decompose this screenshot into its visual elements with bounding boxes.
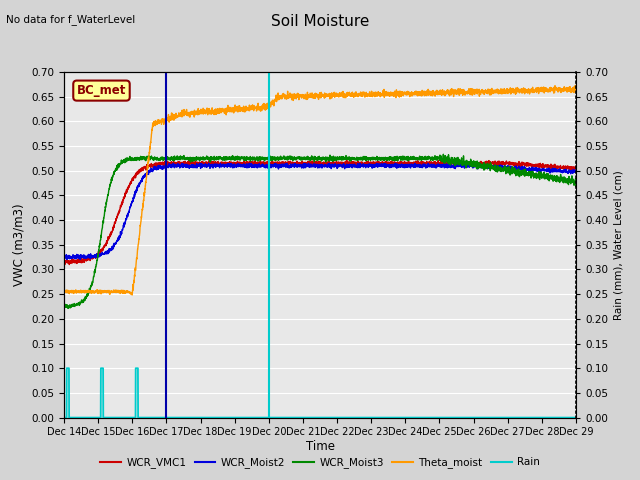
WCR_VMC1: [572, 167, 580, 173]
WCR_Moist2: [572, 168, 580, 174]
Rain: [149, 415, 157, 420]
WCR_Moist2: [63, 257, 71, 263]
WCR_Moist3: [149, 156, 157, 161]
WCR_Moist2: [563, 167, 570, 172]
WCR_Moist3: [257, 156, 264, 162]
WCR_VMC1: [118, 199, 126, 205]
WCR_VMC1: [65, 262, 73, 267]
WCR_VMC1: [149, 163, 157, 168]
WCR_VMC1: [279, 161, 287, 167]
WCR_Moist3: [572, 181, 580, 187]
WCR_Moist2: [118, 228, 126, 233]
WCR_VMC1: [257, 160, 264, 166]
Text: No data for f_WaterLevel: No data for f_WaterLevel: [6, 14, 136, 25]
Theta_moist: [279, 94, 287, 99]
Rain: [279, 415, 287, 420]
WCR_Moist3: [563, 178, 570, 184]
WCR_Moist2: [279, 162, 287, 168]
Line: WCR_Moist2: WCR_Moist2: [64, 163, 576, 260]
Rain: [257, 415, 264, 420]
Y-axis label: VWC (m3/m3): VWC (m3/m3): [13, 204, 26, 286]
Rain: [118, 415, 126, 420]
WCR_Moist3: [508, 168, 515, 173]
Line: Theta_moist: Theta_moist: [64, 85, 576, 295]
Theta_moist: [572, 83, 579, 88]
Rain: [563, 415, 570, 420]
Y-axis label: Rain (mm), Water Level (cm): Rain (mm), Water Level (cm): [614, 170, 624, 320]
Line: WCR_Moist3: WCR_Moist3: [64, 154, 576, 309]
WCR_Moist2: [257, 164, 264, 169]
Text: BC_met: BC_met: [77, 84, 126, 97]
WCR_Moist3: [279, 156, 287, 161]
Text: Soil Moisture: Soil Moisture: [271, 14, 369, 29]
Theta_moist: [507, 90, 515, 96]
Theta_moist: [60, 290, 68, 296]
WCR_Moist2: [170, 160, 177, 166]
WCR_Moist2: [60, 255, 68, 261]
WCR_Moist3: [440, 151, 447, 157]
Line: WCR_VMC1: WCR_VMC1: [64, 160, 576, 264]
Theta_moist: [149, 120, 157, 126]
Line: Rain: Rain: [64, 368, 576, 418]
WCR_VMC1: [185, 157, 193, 163]
Theta_moist: [563, 86, 570, 92]
Rain: [63, 365, 70, 371]
WCR_VMC1: [508, 160, 515, 166]
WCR_Moist3: [118, 160, 126, 166]
Rain: [507, 415, 515, 420]
Rain: [572, 415, 580, 420]
Theta_moist: [118, 288, 126, 294]
WCR_Moist3: [60, 303, 68, 309]
WCR_Moist3: [60, 306, 68, 312]
WCR_Moist2: [149, 167, 157, 173]
X-axis label: Time: Time: [305, 440, 335, 453]
Rain: [60, 415, 68, 420]
Theta_moist: [257, 108, 264, 114]
Theta_moist: [572, 87, 580, 93]
Theta_moist: [128, 292, 136, 298]
WCR_Moist2: [508, 165, 515, 170]
WCR_VMC1: [60, 260, 68, 266]
WCR_VMC1: [563, 166, 570, 171]
Legend: WCR_VMC1, WCR_Moist2, WCR_Moist3, Theta_moist, Rain: WCR_VMC1, WCR_Moist2, WCR_Moist3, Theta_…: [96, 453, 544, 472]
